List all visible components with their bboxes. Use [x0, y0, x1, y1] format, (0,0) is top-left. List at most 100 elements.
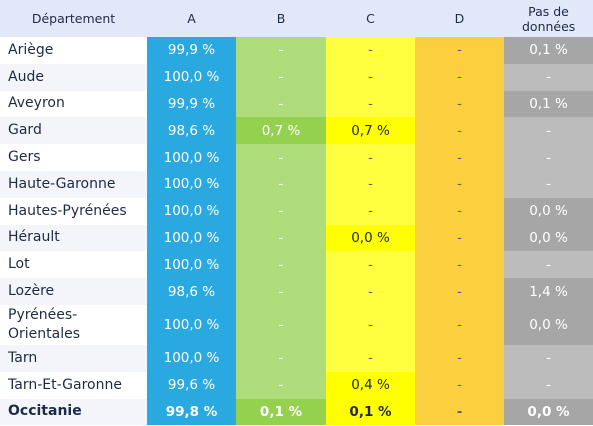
value-pas-de-donnees-cell: 0,0 %	[504, 224, 593, 252]
value-a-cell: 99,6 %	[147, 371, 236, 399]
value-pas-de-donnees-cell: -	[504, 63, 593, 91]
value-d-cell: -	[415, 37, 504, 64]
departement-cell: Lot	[0, 251, 147, 279]
header-b: B	[236, 0, 326, 37]
table-row: Gard 98,6 % 0,7 % 0,7 % - -	[0, 117, 593, 145]
value-b-cell: -	[236, 90, 326, 118]
value-a-cell: 100,0 %	[147, 251, 236, 279]
value-b-cell: -	[236, 344, 326, 372]
value-c-cell: -	[326, 37, 415, 64]
table-row: Aude 100,0 % - - - -	[0, 63, 593, 91]
value-b-cell: -	[236, 197, 326, 225]
value-d-cell: -	[415, 90, 504, 118]
value-c-cell: -	[326, 63, 415, 91]
value-c-cell: -	[326, 251, 415, 279]
departement-cell: Tarn-Et-Garonne	[0, 371, 147, 399]
value-d-cell: -	[415, 398, 504, 426]
value-b-cell: -	[236, 144, 326, 171]
departement-cell: Occitanie	[0, 398, 147, 426]
header-d: D	[415, 0, 504, 37]
value-b-cell: -	[236, 37, 326, 64]
value-pas-de-donnees-cell: -	[504, 170, 593, 198]
value-a-cell: 100,0 %	[147, 344, 236, 372]
value-a-cell: 100,0 %	[147, 63, 236, 91]
value-b-cell: 0,7 %	[236, 117, 326, 145]
departement-cell: Gers	[0, 144, 147, 171]
departement-cell: Aude	[0, 63, 147, 91]
value-pas-de-donnees-cell: 0,0 %	[504, 197, 593, 225]
value-d-cell: -	[415, 63, 504, 91]
value-pas-de-donnees-cell: 0,0 %	[504, 398, 593, 426]
value-d-cell: -	[415, 144, 504, 171]
value-a-cell: 98,6 %	[147, 278, 236, 305]
departement-cell: Haute-Garonne	[0, 170, 147, 198]
table-row: Aveyron 99,9 % - - -0,1 %	[0, 90, 593, 118]
value-a-cell: 100,0 %	[147, 304, 236, 345]
departement-cell: Aveyron	[0, 90, 147, 118]
value-d-cell: -	[415, 197, 504, 225]
value-pas-de-donnees-cell: -	[504, 251, 593, 279]
value-b-cell: -	[236, 304, 326, 345]
departement-cell: Pyrénées- Orientales	[0, 304, 147, 345]
value-c-cell: -	[326, 344, 415, 372]
value-a-cell: 99,8 %	[147, 398, 236, 426]
table-row: Haute-Garonne 100,0 % - - - -	[0, 170, 593, 198]
value-b-cell: -	[236, 170, 326, 198]
value-d-cell: -	[415, 170, 504, 198]
value-a-cell: 98,6 %	[147, 117, 236, 145]
value-c-cell: -	[326, 304, 415, 345]
value-b-cell: -	[236, 63, 326, 91]
value-pas-de-donnees-cell: 0,0 %	[504, 304, 593, 345]
table-row-total: Occitanie 99,8 % 0,1 % 0,1 % -0,0 %	[0, 398, 593, 426]
header-departement: Département	[0, 0, 147, 37]
value-pas-de-donnees-cell: 0,1 %	[504, 90, 593, 118]
value-a-cell: 100,0 %	[147, 197, 236, 225]
value-pas-de-donnees-cell: -	[504, 371, 593, 399]
header-c: C	[326, 0, 415, 37]
header-a: A	[147, 0, 236, 37]
value-b-cell: -	[236, 278, 326, 305]
value-pas-de-donnees-cell: 0,1 %	[504, 37, 593, 64]
value-c-cell: -	[326, 90, 415, 118]
table-row: Tarn-Et-Garonne 99,6 % -0,4 % - -	[0, 371, 593, 399]
departement-cell: Gard	[0, 117, 147, 145]
value-c-cell: 0,7 %	[326, 117, 415, 145]
table-row: Hautes-Pyrénées 100,0 % - - -0,0 %	[0, 197, 593, 225]
table-row: Ariège 99,9 % - - -0,1 %	[0, 37, 593, 64]
value-d-cell: -	[415, 304, 504, 345]
value-pas-de-donnees-cell: 1,4 %	[504, 278, 593, 305]
value-b-cell: 0,1 %	[236, 398, 326, 426]
value-c-cell: -	[326, 170, 415, 198]
value-c-cell: 0,0 %	[326, 224, 415, 252]
table-row: Gers 100,0 % - - - -	[0, 144, 593, 171]
table-row: Lot 100,0 % - - - -	[0, 251, 593, 279]
table-row: Hérault 100,0 % -0,0 % -0,0 %	[0, 224, 593, 252]
value-c-cell: -	[326, 197, 415, 225]
table-row: Tarn 100,0 % - - - -	[0, 344, 593, 372]
value-c-cell: 0,1 %	[326, 398, 415, 426]
value-d-cell: -	[415, 278, 504, 305]
value-d-cell: -	[415, 371, 504, 399]
value-b-cell: -	[236, 224, 326, 252]
value-b-cell: -	[236, 251, 326, 279]
value-a-cell: 99,9 %	[147, 37, 236, 64]
value-c-cell: -	[326, 278, 415, 305]
departement-cell: Lozère	[0, 278, 147, 305]
value-c-cell: -	[326, 144, 415, 171]
value-a-cell: 100,0 %	[147, 224, 236, 252]
table-row: Pyrénées- Orientales 100,0 % - - -0,0 %	[0, 304, 593, 345]
value-a-cell: 100,0 %	[147, 144, 236, 171]
value-d-cell: -	[415, 344, 504, 372]
value-b-cell: -	[236, 371, 326, 399]
departement-cell: Hautes-Pyrénées	[0, 197, 147, 225]
value-pas-de-donnees-cell: -	[504, 144, 593, 171]
value-d-cell: -	[415, 224, 504, 252]
value-pas-de-donnees-cell: -	[504, 117, 593, 145]
table-row: Lozère 98,6 % - - -1,4 %	[0, 278, 593, 305]
value-c-cell: 0,4 %	[326, 371, 415, 399]
value-a-cell: 100,0 %	[147, 170, 236, 198]
value-d-cell: -	[415, 117, 504, 145]
value-pas-de-donnees-cell: -	[504, 344, 593, 372]
value-d-cell: -	[415, 251, 504, 279]
